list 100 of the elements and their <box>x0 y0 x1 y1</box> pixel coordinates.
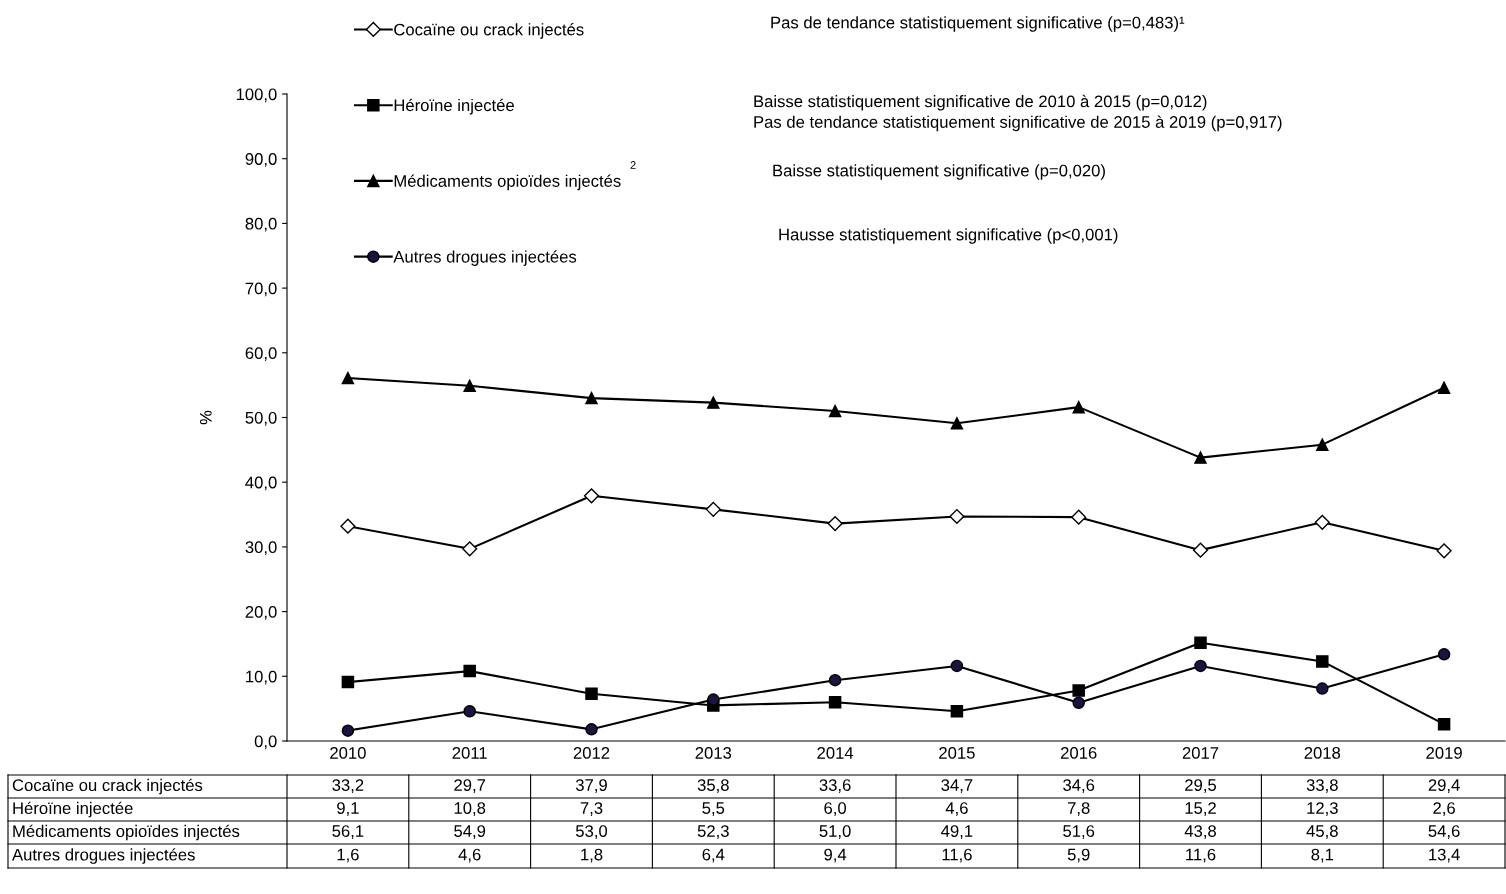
data-label: 35,8 <box>697 779 729 793</box>
data-label: 29,4 <box>1428 779 1460 793</box>
data-label: 54,6 <box>1428 825 1460 839</box>
data-label: 7,8 <box>1067 802 1090 816</box>
y-tick-label: 60,0 <box>245 347 277 361</box>
data-label: 54,9 <box>454 825 486 839</box>
annotation: Baisse statistiquement significative de 2010 à 2015 (p=0,012) Pas de tendance statistiquement significative de 2015 à 2019 (p=0,917) <box>754 94 1282 132</box>
point <box>463 379 476 393</box>
legend-label: Cocaïne ou crack injectés <box>394 23 584 39</box>
text: Pas de tendance statistiquement significative (p=0,483)¹ <box>771 16 1185 32</box>
point <box>341 371 355 385</box>
point <box>1437 381 1451 394</box>
x-tick-label: 2012 <box>573 747 610 759</box>
point <box>1192 542 1209 558</box>
data-label: 45,8 <box>1306 825 1338 839</box>
data-label: 29,5 <box>1185 779 1217 793</box>
data-label: 29,7 <box>454 779 486 793</box>
data-label: 5,9 <box>1067 848 1090 863</box>
data-label: 9,1 <box>337 802 359 816</box>
data-label: 33,6 <box>819 779 851 793</box>
y-tick-label: 30,0 <box>245 541 277 556</box>
data-label: 8,1 <box>1311 848 1334 863</box>
data-label: 10,8 <box>454 802 486 816</box>
data-label: 6,4 <box>702 848 725 863</box>
data-label: 15,2 <box>1185 802 1216 816</box>
point <box>1316 655 1329 668</box>
point <box>585 723 598 736</box>
point <box>1436 543 1452 559</box>
data-label: 4,6 <box>458 848 481 863</box>
y-axis-title: % <box>199 410 212 425</box>
data-label: 53,0 <box>575 825 608 839</box>
point <box>462 541 478 557</box>
point <box>463 704 476 718</box>
point <box>1071 509 1087 525</box>
text: Cocaïne ou crack injectés <box>12 778 203 795</box>
point <box>463 664 476 678</box>
point <box>949 508 965 525</box>
y-tick-label: 50,0 <box>245 411 277 426</box>
x-tick-label: 2014 <box>817 747 854 759</box>
point <box>1194 636 1207 649</box>
legend-label: Médicaments opioïdes injectés <box>394 174 621 191</box>
point <box>1194 659 1207 673</box>
data-label: 56,1 <box>332 825 364 839</box>
text: Autres drogues injectées <box>12 848 195 864</box>
data-label: 34,6 <box>1063 779 1095 793</box>
data-label: 7,3 <box>580 802 603 816</box>
x-tick-label: 2019 <box>1426 747 1462 759</box>
point <box>1072 696 1085 710</box>
point <box>1194 451 1207 464</box>
point <box>950 659 964 673</box>
point <box>583 488 600 504</box>
point <box>1437 648 1451 661</box>
data-label: 49,1 <box>941 825 973 839</box>
data-label: 43,8 <box>1184 825 1216 839</box>
data-label: 33,2 <box>332 779 364 793</box>
point <box>1314 514 1330 530</box>
data-label: 12,3 <box>1307 802 1338 816</box>
data-label: 37,9 <box>575 779 607 793</box>
y-tick-label: 90,0 <box>245 153 277 167</box>
y-tick-label: 100,0 <box>236 88 277 103</box>
y-tick-label: 10,0 <box>246 670 277 685</box>
point <box>828 404 842 418</box>
point <box>341 724 355 737</box>
data-label: 9,4 <box>824 848 847 863</box>
point <box>828 695 842 709</box>
data-label: 52,3 <box>697 825 729 839</box>
x-tick-label: 2016 <box>1061 747 1097 759</box>
legend-label: Héroïne injectée <box>394 98 514 115</box>
data-label: 34,7 <box>941 779 973 793</box>
point <box>585 687 598 701</box>
point <box>828 673 842 687</box>
point <box>1316 682 1329 695</box>
point <box>950 417 964 430</box>
point <box>1072 684 1085 697</box>
data-label: 1,6 <box>337 848 359 863</box>
x-tick-label: 2017 <box>1182 747 1219 759</box>
point <box>340 518 356 534</box>
data-label: 6,0 <box>824 802 847 816</box>
x-tick-label: 2015 <box>939 747 975 759</box>
x-tick-label: 2010 <box>330 747 366 759</box>
y-tick-label: 70,0 <box>245 282 277 297</box>
y-tick-label: 20,0 <box>245 606 277 620</box>
point <box>1072 400 1085 414</box>
data-label: 5,5 <box>702 802 725 816</box>
y-tick-label: 80,0 <box>245 217 277 232</box>
data-label: 1,8 <box>581 848 603 863</box>
data-label: 13,4 <box>1429 848 1460 863</box>
y-tick-label: 0,0 <box>254 735 277 750</box>
x-tick-label: 2013 <box>695 747 732 759</box>
point <box>1437 717 1451 731</box>
point <box>705 501 721 517</box>
data-label: 33,8 <box>1306 779 1338 793</box>
data-label: 2,6 <box>1433 802 1455 816</box>
y-tick-label: 40,0 <box>245 476 277 491</box>
annotation: Hausse statistiquement significative (p<0,001) <box>779 228 1118 244</box>
legend-label: Autres drogues injectées <box>393 250 577 266</box>
data-label: 51,6 <box>1063 825 1095 839</box>
point <box>1316 438 1329 451</box>
data-label: 11,6 <box>942 848 972 863</box>
x-tick-label: 2011 <box>452 747 487 759</box>
